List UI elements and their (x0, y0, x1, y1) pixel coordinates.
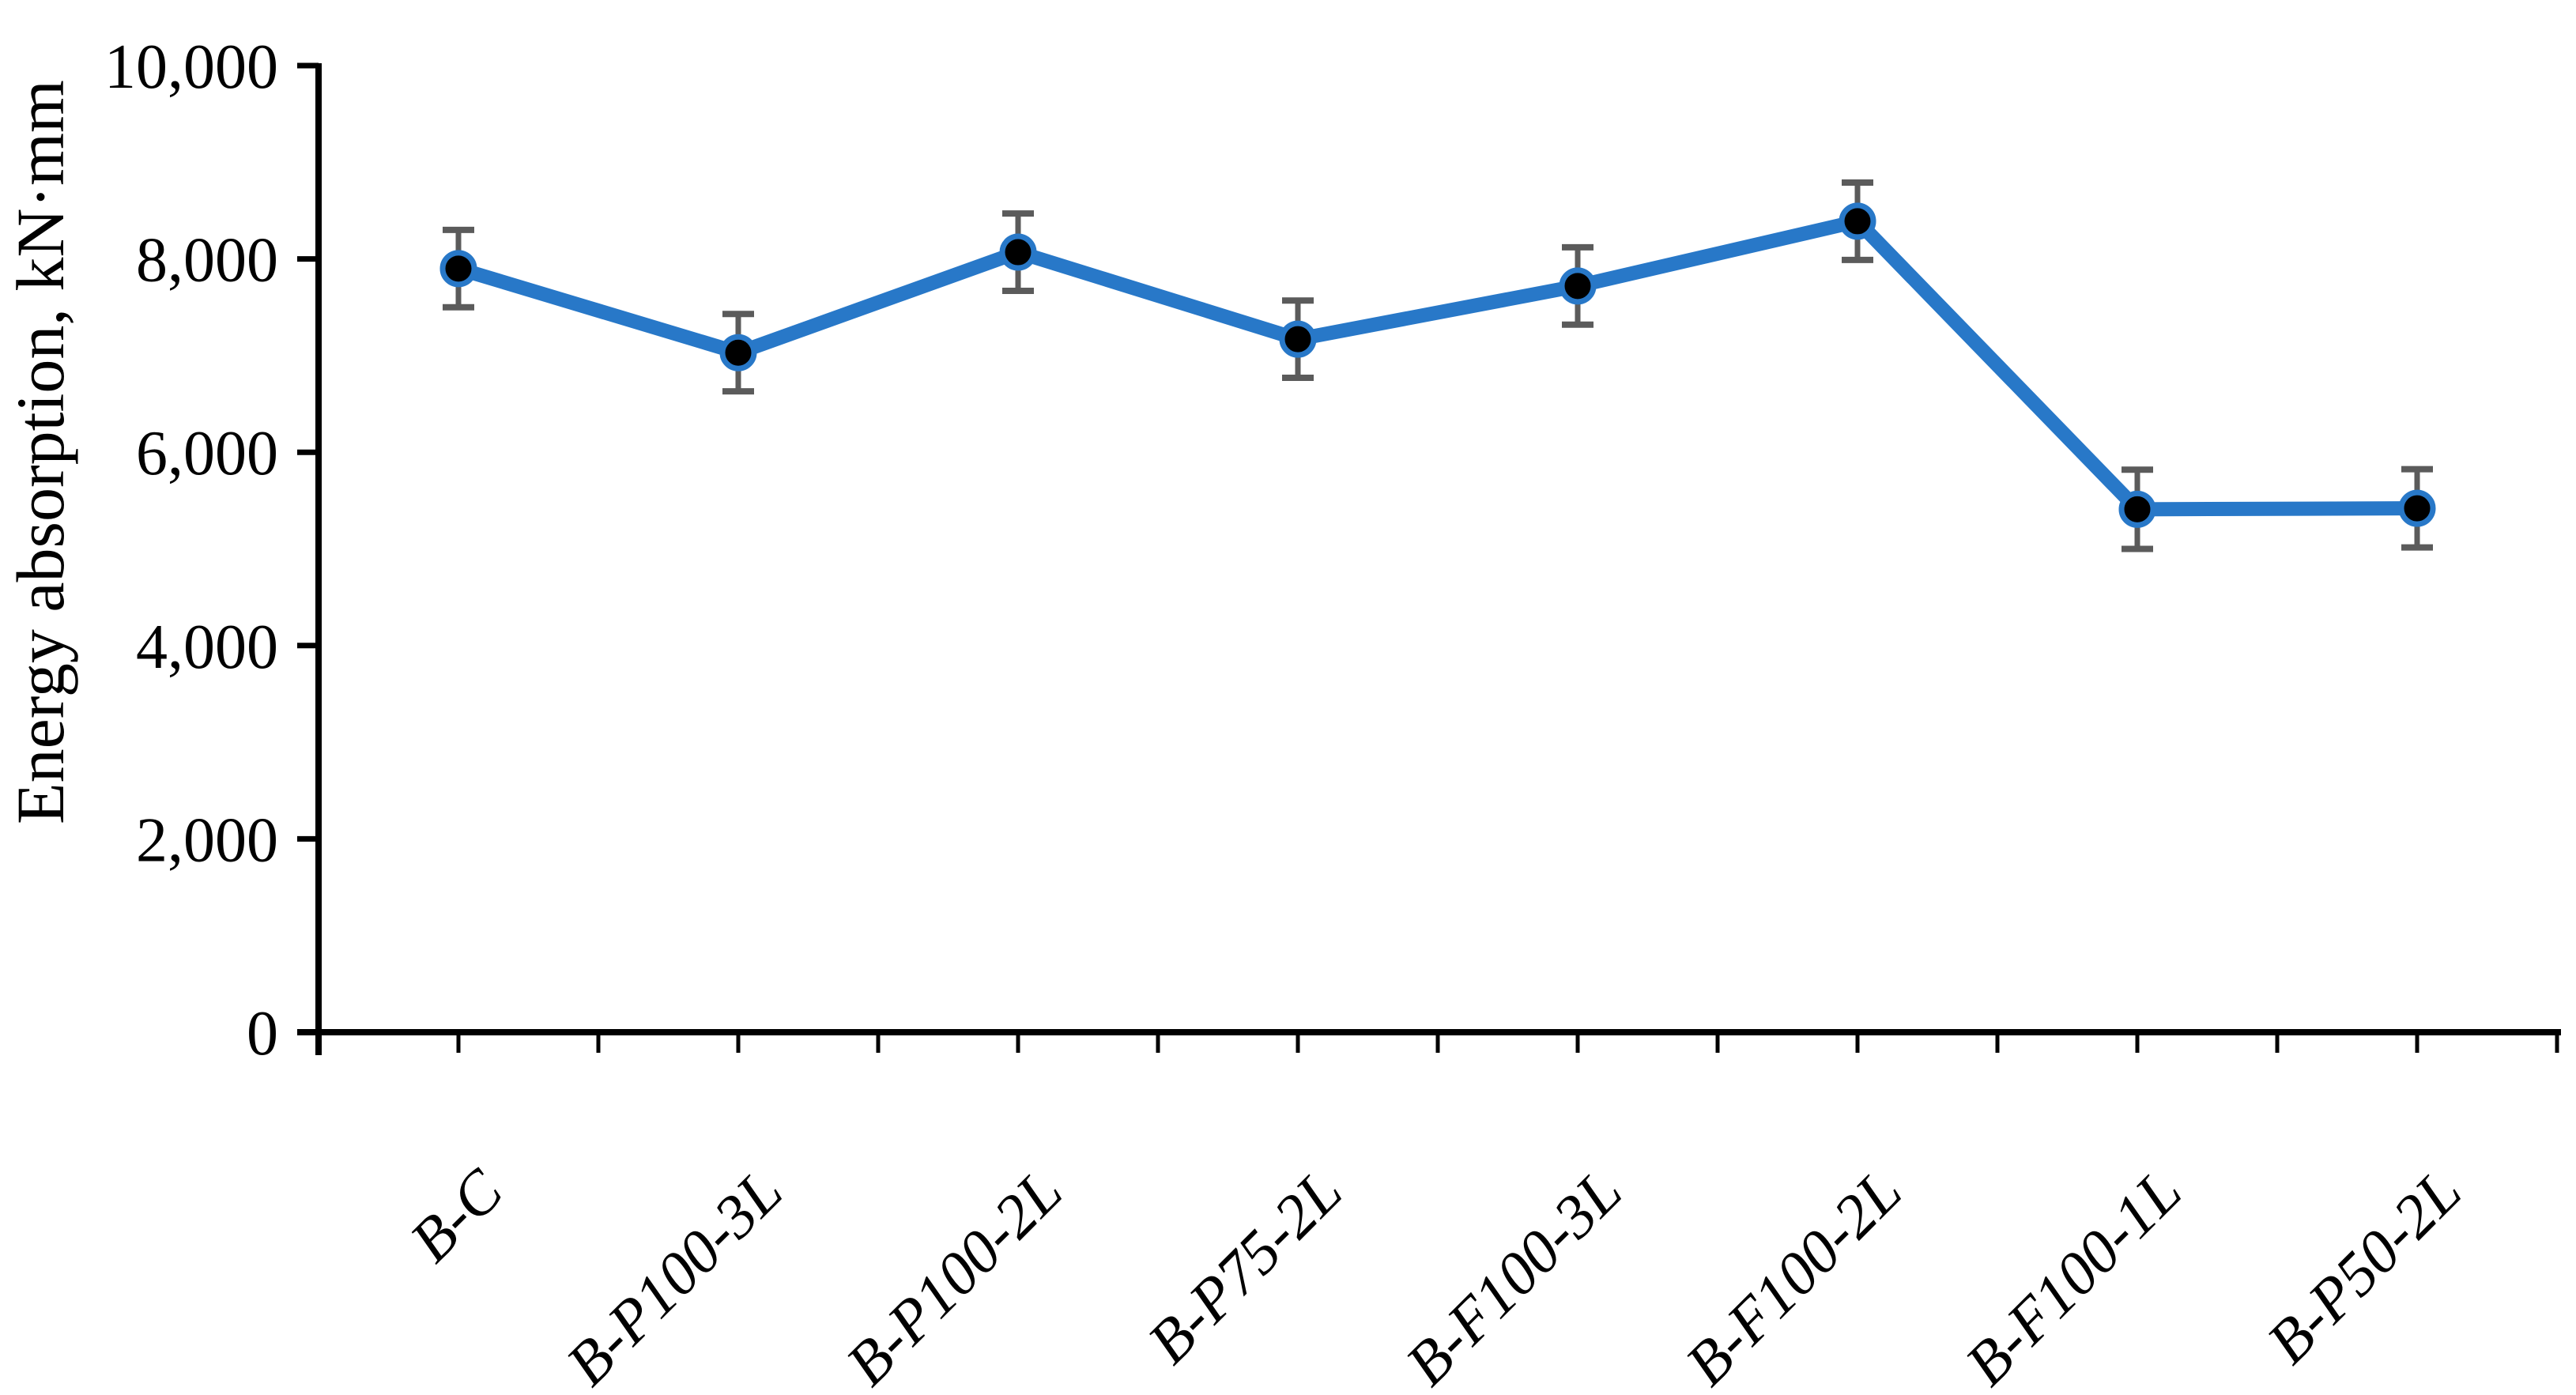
y-axis-tick-label: 6,000 (136, 419, 278, 488)
data-point-marker (2398, 489, 2436, 527)
x-category-label: B-F100-3L (1392, 1156, 1635, 1395)
data-point-marker (2118, 490, 2156, 528)
y-axis-tick-label: 2,000 (136, 805, 278, 875)
x-category-label: B-P75-2L (1134, 1156, 1355, 1377)
data-point-marker (999, 233, 1037, 271)
x-category-label: B-C (397, 1156, 516, 1275)
data-point-marker (719, 334, 757, 371)
data-point-marker (1839, 202, 1876, 240)
y-axis-tick-label: 0 (247, 999, 278, 1069)
x-category-label: B-P100-2L (832, 1156, 1075, 1395)
y-axis-title: Energy absorption, kN·mm (2, 80, 78, 824)
x-category-label: B-F100-2L (1672, 1156, 1914, 1395)
x-category-label: B-P100-3L (553, 1156, 795, 1395)
data-point-marker (439, 250, 477, 288)
x-category-label: B-F100-1L (1952, 1156, 2194, 1395)
y-axis-tick-label: 4,000 (136, 613, 278, 682)
y-axis-tick-label: 8,000 (136, 226, 278, 296)
y-axis-tick-label: 10,000 (104, 32, 278, 102)
data-point-marker (1559, 267, 1597, 305)
x-category-label: B-P50-2L (2254, 1156, 2474, 1377)
series-line (451, 213, 2424, 517)
data-point-marker (1279, 320, 1317, 358)
